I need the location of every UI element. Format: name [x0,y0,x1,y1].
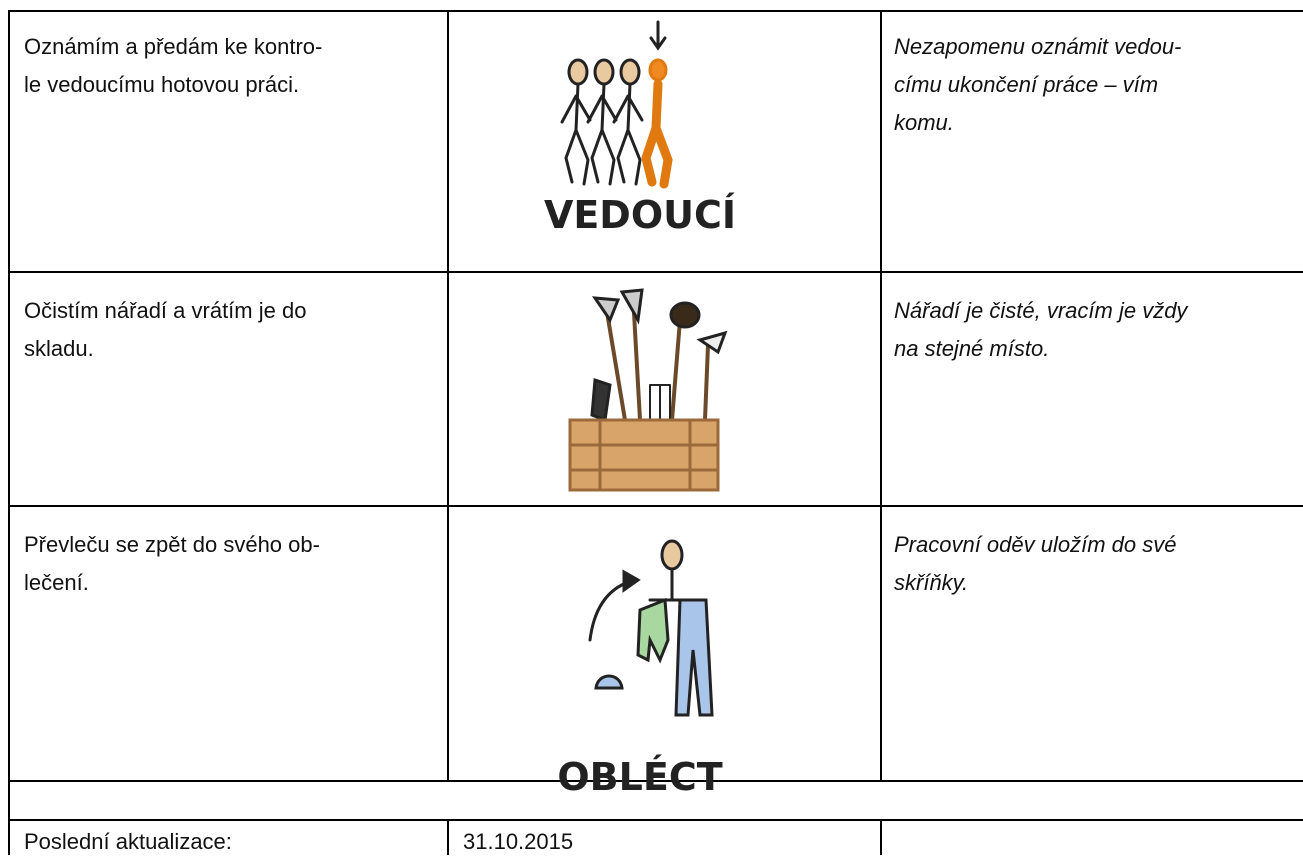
text-line: Nezapomenu oznámit vedou- [894,34,1182,59]
text-line: Oznámím a předám ke kontro- [24,34,323,59]
rule [880,819,882,855]
footer-date: 31.10.2015 [463,829,574,854]
text-line: le vedoucímu hotovou práci. [24,72,300,97]
text-line: Pracovní oděv uložím do své [894,532,1177,557]
note-cell: Nářadí je čisté, vracím je vždy na stejn… [894,292,1187,368]
pictogram-label: VEDOUCÍ [544,193,736,237]
rule [447,10,449,781]
pictogram-tools [568,288,728,492]
text-line: na stejné místo. [894,336,1050,361]
rule [8,780,1303,782]
rule [8,505,1303,507]
text-line: lečení. [24,570,89,595]
rule [8,10,1303,12]
text-line: skladu. [24,336,94,361]
text-line: címu ukončení práce – vím [894,72,1159,97]
text-line: skříňky. [894,570,969,595]
task-cell: Oznámím a předám ke kontro- le vedoucímu… [24,28,322,104]
text-line: komu. [894,110,954,135]
text-line: Nářadí je čisté, vracím je vždy [894,298,1188,323]
rule [8,10,10,855]
rule [8,819,1303,821]
rule [447,819,449,855]
task-cell: Převleču se zpět do svého ob- lečení. [24,526,320,602]
footer-label: Poslední aktualizace: [24,829,232,854]
text-line: Převleču se zpět do svého ob- [24,532,320,557]
rule [8,271,1303,273]
pictogram-leader: VEDOUCÍ [544,20,736,237]
rule [880,10,882,781]
pictogram-dress: OBLÉCT [557,539,723,799]
task-cell: Očistím nářadí a vrátím je do skladu. [24,292,306,368]
text-line: Očistím nářadí a vrátím je do [24,298,307,323]
pictogram-label: OBLÉCT [557,755,722,799]
note-cell: Nezapomenu oznámit vedou- címu ukončení … [894,28,1181,142]
note-cell: Pracovní oděv uložím do své skříňky. [894,526,1176,602]
